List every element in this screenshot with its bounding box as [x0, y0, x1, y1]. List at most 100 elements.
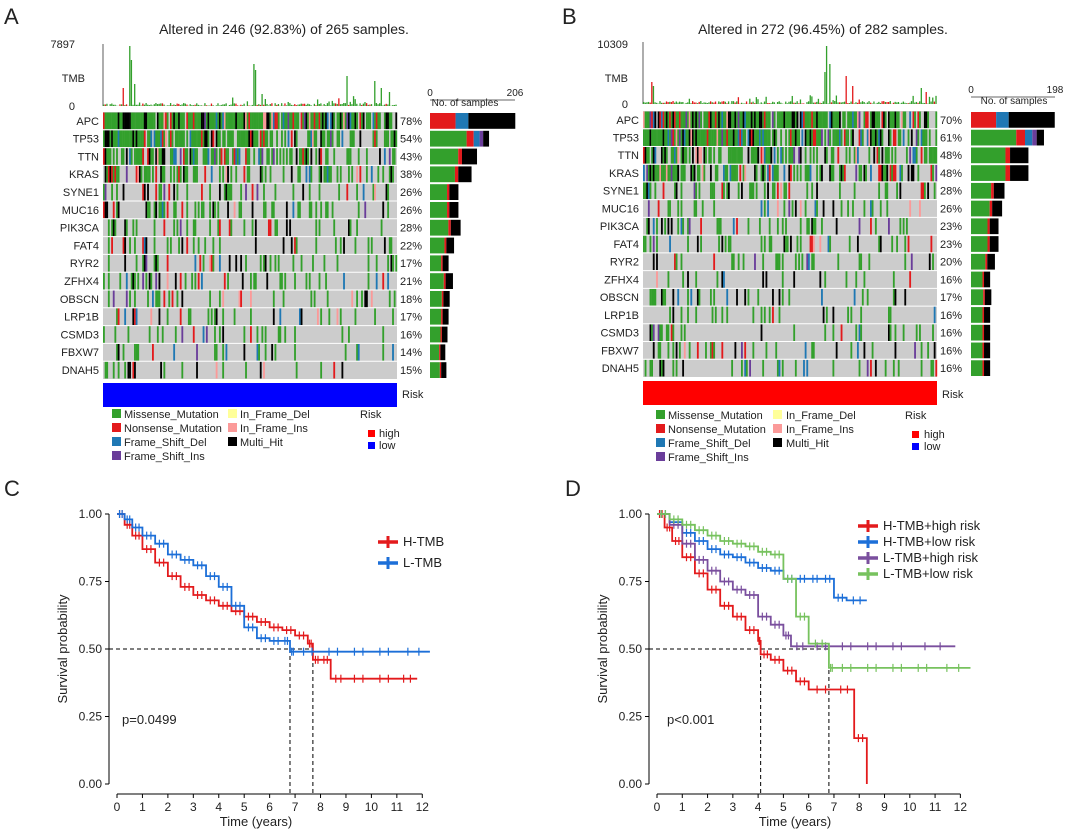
mutation-cell [256, 326, 259, 343]
mutation-cell [372, 130, 375, 148]
mutation-cell [134, 148, 136, 165]
tmb-bar [705, 102, 707, 104]
mutation-cell [662, 164, 665, 182]
gene-bar-segment [983, 289, 985, 306]
mutation-cell [232, 112, 234, 130]
mutation-cell [755, 164, 758, 182]
mutation-cell [106, 112, 109, 130]
mutation-cell [259, 130, 262, 148]
gene-row-tp53 [103, 130, 398, 148]
mutation-cell [263, 254, 265, 272]
gene-bar-segment [971, 271, 983, 288]
mutation-cell [656, 217, 658, 235]
mutation-cell [318, 183, 321, 201]
gene-bar-segment [971, 253, 986, 270]
mutation-cell [737, 146, 740, 164]
mutation-cell [267, 219, 270, 237]
tmb-bar [205, 105, 208, 106]
mutation-cell [250, 308, 252, 326]
mutation-cell [336, 165, 339, 183]
legend-a-missense-swatch [112, 409, 121, 418]
mutation-cell [279, 148, 282, 165]
mutation-cell [785, 129, 787, 146]
gene-percentage: 17% [400, 258, 422, 270]
mutation-cell [117, 130, 120, 148]
mutation-cell [261, 112, 264, 130]
mutation-cell [794, 111, 797, 129]
oncoplot-a: Altered in 246 (92.83%) of 265 samples. … [51, 21, 524, 407]
mutation-cell [905, 146, 908, 164]
gene-bar-segment [444, 237, 447, 254]
gene-bar-segment [442, 255, 449, 272]
tmb-bar [796, 101, 798, 104]
mutation-cell [873, 111, 876, 129]
mutation-cell [812, 235, 815, 253]
mutation-cell [863, 111, 866, 129]
km-x-tick-label: 0 [654, 800, 661, 814]
gene-bar-segment [443, 291, 450, 307]
mutation-cell [799, 235, 802, 253]
mutation-cell [652, 146, 655, 164]
mutation-cell [153, 201, 156, 219]
tmb-bar [266, 103, 268, 106]
mutation-cell [187, 308, 190, 326]
mutation-cell [858, 359, 861, 377]
legend-a-risk-title: Risk [360, 409, 382, 421]
mutation-cell [209, 290, 211, 308]
mutation-cell [817, 129, 820, 146]
mutation-cell [850, 129, 853, 146]
mutation-cell [698, 146, 701, 164]
mutation-cell [382, 343, 385, 361]
mutation-cell [799, 164, 802, 182]
tmb-bar [799, 99, 802, 104]
gene-bar-segment [430, 362, 440, 378]
mutation-cell [716, 271, 719, 288]
gene-row-lrp1b [116, 308, 394, 326]
tmb-bar [845, 76, 847, 104]
mutation-cell [863, 164, 866, 182]
mutation-cell [646, 182, 649, 200]
mutation-cell [763, 164, 766, 182]
mutation-cell [742, 164, 745, 182]
mutation-cell [307, 112, 309, 130]
tmb-bar [171, 105, 173, 106]
mutation-cell [678, 342, 681, 359]
mutation-cell [160, 183, 162, 201]
mutation-cell [664, 111, 667, 129]
mutation-cell [905, 217, 908, 235]
mutation-cell [215, 361, 218, 379]
mutation-cell [297, 201, 300, 219]
mutation-cell [129, 237, 131, 254]
mutation-cell [685, 129, 688, 146]
gene-percentage: 14% [400, 347, 422, 359]
mutation-cell [148, 130, 151, 148]
mutation-cell [847, 200, 849, 217]
mutation-cell [169, 130, 172, 148]
mutation-cell [232, 148, 234, 165]
mutation-cell [116, 165, 118, 183]
tmb-bar [824, 72, 826, 104]
mutation-cell [902, 111, 905, 129]
mutation-cell [741, 359, 743, 377]
mutation-cell [271, 148, 274, 165]
mutation-cell [372, 183, 375, 201]
tmb-bar [374, 81, 376, 106]
mutation-cell [181, 326, 184, 343]
mutation-cell [153, 112, 156, 130]
mutation-cell [117, 112, 120, 130]
mutation-cell [737, 182, 740, 200]
mutation-cell [910, 164, 913, 182]
mutation-cell [166, 272, 169, 290]
mutation-cell [698, 288, 701, 306]
tmb-bar [920, 88, 922, 104]
mutation-cell [652, 111, 655, 129]
tmb-bar [914, 102, 916, 104]
mutation-cell [701, 164, 704, 182]
mutation-cell [132, 272, 135, 290]
mutation-cell [763, 111, 766, 129]
mutation-cell [723, 129, 725, 146]
mutation-cell [284, 130, 287, 148]
mutation-cell [874, 111, 877, 129]
mutation-cell [187, 112, 190, 130]
mutation-cell [731, 146, 734, 164]
